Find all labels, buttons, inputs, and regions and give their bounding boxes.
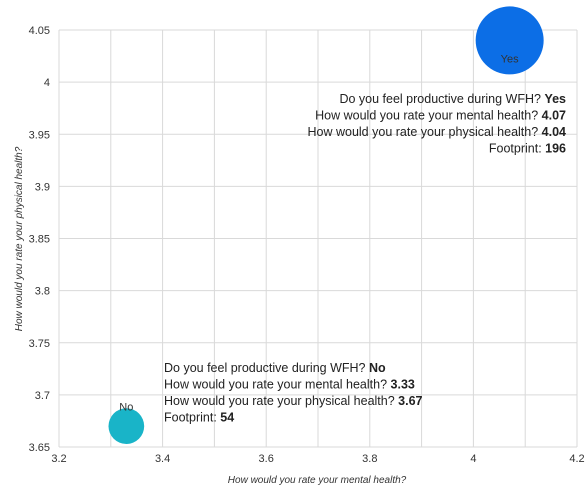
y-tick-label: 3.8	[35, 286, 50, 298]
annotation-line: How would you rate your physical health?…	[164, 394, 423, 408]
y-tick-label: 4.05	[29, 25, 50, 37]
annotation-value: 4.07	[542, 109, 566, 123]
x-tick-label: 3.2	[51, 453, 66, 465]
y-tick-label: 3.95	[29, 129, 50, 141]
annotation-line: Footprint: 196	[489, 142, 566, 156]
x-tick-label: 3.8	[362, 453, 377, 465]
annotation-value: 4.04	[542, 125, 566, 139]
y-tick-label: 4	[44, 77, 50, 89]
bubble-layer: Yes No	[108, 6, 544, 444]
bubble-no	[108, 408, 145, 444]
annotation-value: Yes	[544, 92, 566, 106]
annotation-line: Footprint: 54	[164, 411, 234, 425]
annotation-value: 54	[220, 411, 234, 425]
annotation-value: 196	[545, 142, 566, 156]
y-tick-label: 3.9	[35, 181, 50, 193]
annotation-question: How would you rate your mental health?	[315, 109, 542, 123]
annotation-question: Footprint:	[489, 142, 545, 156]
y-tick-label: 3.7	[35, 390, 50, 402]
tick-layer: 3.2 3.4 3.6 3.8 4 4.2 3.65 3.7 3.75 3.8 3.85 3.9 3.9…	[29, 25, 585, 465]
y-tick-label: 3.75	[29, 338, 50, 350]
annotation-question: How would you rate your physical health?	[308, 125, 542, 139]
annotation-layer: Do you feel productive during WFH? YesHo…	[164, 92, 566, 425]
annotation-question: How would you rate your mental health?	[164, 378, 391, 392]
annotation-question: How would you rate your physical health?	[164, 394, 398, 408]
grid-layer	[58, 29, 578, 448]
y-tick-label: 3.65	[29, 442, 50, 454]
x-tick-label: 3.4	[155, 453, 170, 465]
annotation-line: Do you feel productive during WFH? No	[164, 361, 386, 375]
annotation-question: Footprint:	[164, 411, 220, 425]
x-tick-label: 4.2	[569, 453, 584, 465]
y-axis-label: How would you rate your physical health?	[14, 146, 25, 331]
x-tick-label: 4	[470, 453, 476, 465]
annotation-value: No	[369, 361, 386, 375]
annotation-line: How would you rate your mental health? 4…	[315, 109, 566, 123]
bubble-yes	[475, 6, 544, 75]
annotation-question: Do you feel productive during WFH?	[164, 361, 369, 375]
annotation-value: 3.33	[391, 378, 415, 392]
annotation-line: Do you feel productive during WFH? Yes	[339, 92, 566, 106]
y-tick-label: 3.85	[29, 234, 50, 246]
annotation-value: 3.67	[398, 394, 422, 408]
bubble-label-no: No	[119, 401, 133, 413]
annotation-line: How would you rate your mental health? 3…	[164, 378, 415, 392]
x-tick-label: 3.6	[259, 453, 274, 465]
x-axis-label: How would you rate your mental health?	[228, 475, 407, 486]
annotation-question: Do you feel productive during WFH?	[339, 92, 544, 106]
bubble-label-yes: Yes	[501, 53, 519, 65]
annotation-line: How would you rate your physical health?…	[308, 125, 567, 139]
